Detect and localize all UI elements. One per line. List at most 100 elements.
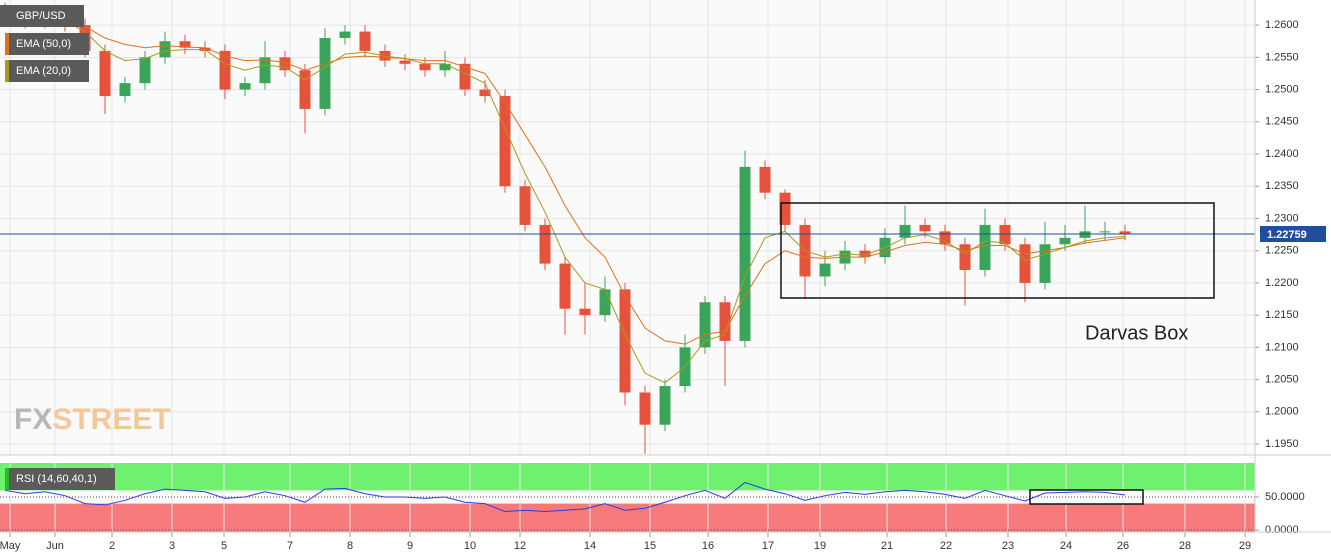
candle-body: [339, 31, 351, 39]
candle-body: [219, 50, 231, 90]
annotation: Darvas Box: [1085, 322, 1188, 344]
candle-body: [179, 41, 191, 48]
candle-body: [479, 89, 491, 97]
candle-body: [459, 63, 471, 90]
y-tick-label: 1.2100: [1265, 341, 1299, 353]
legend-label: EMA (20,0): [16, 65, 71, 77]
x-tick-label: 26: [1117, 540, 1129, 552]
series-line: [4, 14, 1126, 345]
candle-body: [739, 166, 751, 341]
candle-body: [519, 186, 531, 225]
candle-body: [139, 57, 151, 84]
candle-body: [99, 50, 111, 97]
y-tick-label: 1.2300: [1265, 212, 1299, 224]
x-tick-label: 22: [940, 540, 952, 552]
candle-body: [899, 224, 911, 238]
candle-body: [539, 224, 551, 264]
y-tick-label: 1.2200: [1265, 277, 1299, 289]
watermark-fx: FX: [14, 403, 52, 436]
candle-body: [1079, 231, 1091, 238]
candle-body: [319, 38, 331, 109]
candle-body: [639, 392, 651, 425]
candle-body: [279, 57, 291, 71]
legend-label: EMA (50,0): [16, 38, 71, 50]
candle-body: [659, 386, 671, 425]
x-tick-label: 23: [1002, 540, 1014, 552]
legend-box: [5, 468, 115, 490]
x-tick-label: 10: [464, 540, 476, 552]
legend-symbol: GBP/USD: [16, 10, 66, 22]
candle-body: [1059, 237, 1071, 245]
y-tick-label: 1.2400: [1265, 148, 1299, 160]
candle-body: [579, 308, 591, 316]
candle-body: [999, 224, 1011, 245]
rsi-box: [1029, 489, 1144, 505]
y-tick-label: 1.2000: [1265, 406, 1299, 418]
candle-body: [859, 250, 871, 258]
y-tick-label: 1.2600: [1265, 19, 1299, 31]
x-tick-label: Jun: [46, 540, 64, 552]
series-line: [4, 481, 1126, 513]
y-tick-label: 0.0000: [1265, 524, 1299, 536]
x-tick-label: 16: [702, 540, 714, 552]
legend-box: [0, 5, 84, 27]
rsi-title: RSI (14,60,40,1): [16, 473, 97, 485]
candle-body: [599, 289, 611, 316]
legend-swatch: [5, 33, 9, 55]
candle-body: [419, 63, 431, 71]
candle-body: [939, 231, 951, 245]
candle-body: [1039, 244, 1051, 283]
candle-body: [559, 263, 571, 309]
x-tick-label: 12: [514, 540, 526, 552]
candle-body: [1019, 244, 1031, 283]
x-tick-label: 24: [1060, 540, 1072, 552]
series-line: [4, 13, 1126, 384]
y-tick-label: 1.2250: [1265, 245, 1299, 257]
candle-body: [759, 166, 771, 193]
candle-body: [619, 289, 631, 393]
current-price-label: 1.22759: [1267, 229, 1307, 241]
candle-body: [919, 224, 931, 232]
x-tick-label: 5: [221, 540, 227, 552]
x-tick-label: 2: [109, 540, 115, 552]
x-tick-label: 3: [169, 540, 175, 552]
candle-body: [299, 70, 311, 109]
x-tick-label: May: [0, 540, 21, 552]
x-tick-label: 29: [1239, 540, 1251, 552]
candle-body: [239, 83, 251, 90]
candle-body: [979, 224, 991, 271]
legend-box: [5, 60, 89, 82]
candle-body: [699, 302, 711, 348]
y-tick-label: 1.2350: [1265, 180, 1299, 192]
candle-body: [159, 41, 171, 58]
watermark-street: STREET: [52, 403, 170, 436]
x-tick-label: 28: [1179, 540, 1191, 552]
x-tick-label: 15: [644, 540, 656, 552]
x-tick-label: 8: [347, 540, 353, 552]
candle-body: [119, 83, 131, 97]
rsi-zone: [0, 463, 1255, 491]
rsi-zone: [0, 503, 1255, 532]
y-tick-label: 1.2550: [1265, 51, 1299, 63]
candle-body: [259, 57, 271, 84]
candle-body: [439, 63, 451, 71]
legend-box: [5, 33, 89, 55]
candle-body: [779, 192, 791, 225]
y-tick-label: 1.1950: [1265, 438, 1299, 450]
candle-body: [1119, 231, 1131, 234]
y-tick-label: 1.2050: [1265, 374, 1299, 386]
legend-swatch: [5, 468, 9, 490]
candle-body: [1099, 231, 1111, 233]
candle-body: [819, 263, 831, 277]
legend-swatch: [5, 60, 9, 82]
x-tick-label: 14: [584, 540, 596, 552]
candle-body: [719, 302, 731, 341]
y-tick-label: 1.2500: [1265, 83, 1299, 95]
x-tick-label: 19: [814, 540, 826, 552]
x-tick-label: 17: [762, 540, 774, 552]
candle-body: [359, 31, 371, 51]
x-tick-label: 21: [881, 540, 893, 552]
y-tick-label: 50.0000: [1265, 491, 1305, 503]
current-price-box: [1260, 226, 1326, 243]
y-tick-label: 1.2150: [1265, 309, 1299, 321]
